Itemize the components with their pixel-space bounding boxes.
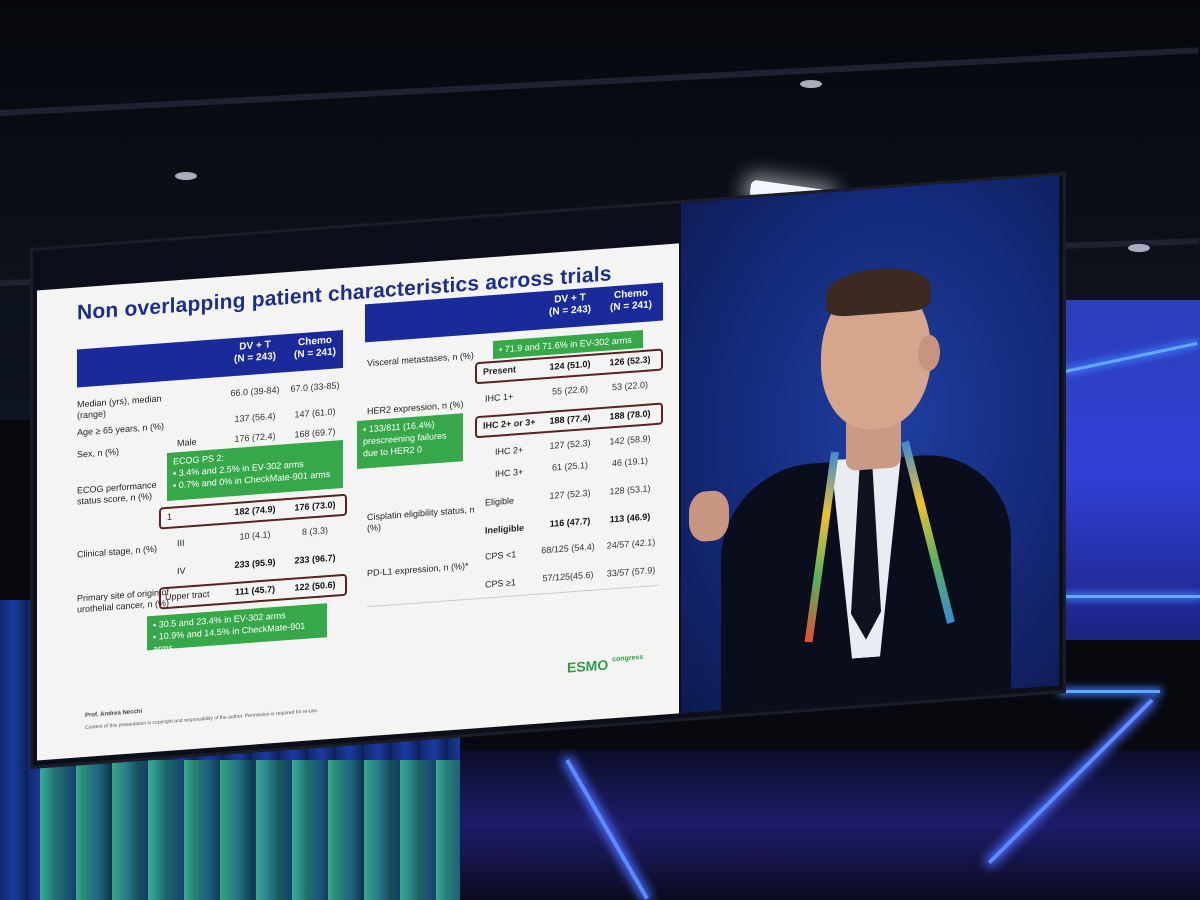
presentation-slide: Non overlapping patient characteristics …	[37, 243, 679, 761]
cell: 142 (58.9)	[609, 433, 651, 447]
cell: 67.0 (33-85)	[290, 380, 340, 394]
stage-curtain-lit	[40, 760, 460, 900]
row-label-stage: Clinical stage, n (%)	[77, 543, 158, 560]
row-label-site: Primary site of origin of urothelial can…	[77, 586, 170, 615]
cell: 57/125(45.6)	[542, 569, 594, 584]
footer-author: Prof. Andrea Necchi	[85, 708, 143, 719]
row-label-cisplatin: Cisplatin eligibility status, n (%)	[367, 504, 475, 534]
row-sub-ihc2: IHC 2+	[495, 444, 524, 457]
left-header-chemo: Chemo (N = 241)	[294, 334, 336, 361]
cell: 176 (72.4)	[234, 430, 276, 444]
row-label-median: Median (yrs), median (range)	[77, 393, 162, 421]
cell: 113 (46.9)	[609, 511, 651, 525]
cell: 233 (96.7)	[294, 552, 336, 566]
projection-screen: Non overlapping patient characteristics …	[30, 171, 1066, 770]
row-sub-ineligible: Ineligible	[485, 522, 525, 536]
cell: 147 (61.0)	[294, 406, 336, 420]
right-header-dvt: DV + T (N = 243)	[549, 292, 591, 318]
speaker-ear	[918, 334, 940, 372]
ceiling-spot	[800, 80, 822, 88]
row-sub-eligible: Eligible	[485, 495, 515, 508]
esmo-logo-suffix: congress	[612, 653, 644, 664]
row-sub-iii: III	[177, 537, 185, 549]
cell: 233 (95.9)	[234, 556, 276, 570]
row-sub-cps-lt1: CPS <1	[485, 549, 517, 562]
row-sub-ihc1: IHC 1+	[485, 391, 514, 404]
ceiling-spot	[175, 172, 197, 180]
cell: 10 (4.1)	[239, 529, 271, 542]
row-sub-iv: IV	[177, 565, 186, 577]
neon-line	[1065, 595, 1200, 598]
row-sub-ihc3: IHC 3+	[495, 466, 524, 479]
cell: 127 (52.3)	[549, 437, 591, 451]
cell: 24/57 (42.1)	[606, 537, 656, 551]
speaker-hand	[689, 489, 729, 543]
cell: 55 (22.6)	[551, 384, 589, 397]
speaker-video	[681, 175, 1059, 714]
esmo-logo-text: ESMO	[567, 656, 609, 676]
cell: 66.0 (39-84)	[230, 384, 280, 399]
blue-stage-wall	[1050, 300, 1200, 640]
her2-note: ▪ 133/811 (16.4%) prescreening failures …	[357, 413, 463, 469]
ecog-note: ECOG PS 2: ▪ 3.4% and 2.5% in EV-302 arm…	[167, 440, 343, 501]
cell: 68/125 (54.4)	[541, 541, 595, 556]
ceiling-spot	[1128, 244, 1150, 252]
cell: 46 (19.1)	[611, 455, 649, 469]
esmo-logo: ESMO congress	[567, 654, 643, 676]
row-sub-ecog1: 1	[167, 511, 173, 522]
cell: 168 (69.7)	[294, 426, 336, 440]
right-header-chemo: Chemo (N = 241)	[610, 287, 652, 314]
cell: 127 (52.3)	[549, 487, 591, 501]
cell: 137 (56.4)	[234, 410, 276, 424]
row-sub-cps-ge1: CPS ≥1	[485, 577, 516, 590]
row-label-pdl1: PD-L1 expression, n (%)*	[367, 560, 469, 579]
left-header-dvt: DV + T (N = 243)	[234, 339, 276, 366]
row-label-age: Age ≥ 65 years, n (%)	[77, 421, 164, 438]
row-label-visceral: Visceral metastases, n (%)	[367, 350, 474, 369]
site-note: ▪ 30.5 and 23.4% in EV-302 arms ▪ 10.9% …	[147, 603, 327, 654]
cell: 53 (22.0)	[611, 379, 649, 393]
row-label-sex: Sex, n (%)	[77, 446, 120, 460]
cell: 8 (3.3)	[301, 525, 328, 538]
row-sub-male: Male	[177, 436, 197, 449]
neon-line	[1060, 690, 1160, 693]
cell: 116 (47.7)	[549, 515, 591, 529]
speaker-hair	[826, 264, 931, 318]
cell: 128 (53.1)	[609, 483, 651, 497]
row-label-ecog: ECOG performance status score, n (%)	[77, 479, 157, 507]
cell: 33/57 (57.9)	[606, 565, 656, 579]
cell: 61 (25.1)	[551, 460, 589, 473]
